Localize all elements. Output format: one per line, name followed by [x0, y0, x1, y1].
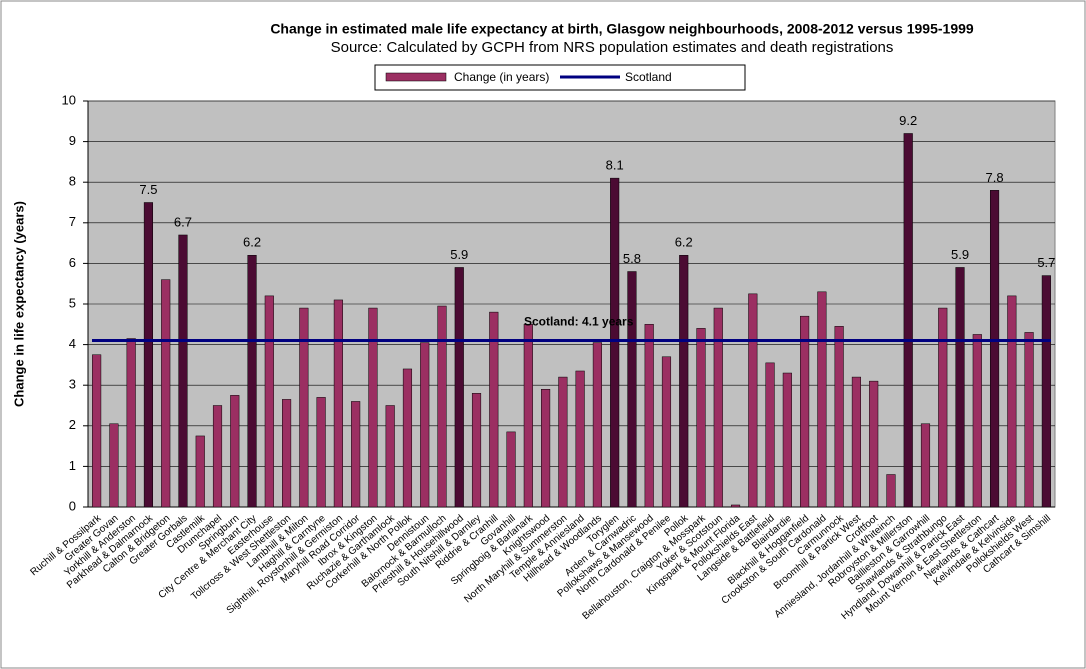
y-axis-label: Change in life expectancy (years) — [11, 201, 26, 407]
bar — [644, 324, 654, 508]
bar — [558, 376, 568, 508]
bar — [385, 405, 395, 508]
bar — [195, 435, 205, 508]
legend-swatch — [385, 72, 447, 82]
bar — [920, 423, 931, 508]
bar — [333, 299, 343, 508]
value-label: 6.2 — [243, 235, 261, 250]
bar — [316, 397, 326, 508]
bar — [989, 190, 1000, 508]
bar — [1041, 275, 1051, 508]
bar — [869, 380, 879, 508]
bar — [782, 372, 792, 508]
bar — [471, 393, 482, 508]
bar — [437, 305, 447, 508]
bar — [817, 291, 827, 508]
y-tick-label: 9 — [69, 133, 76, 148]
bar — [955, 267, 965, 508]
bar — [713, 307, 723, 508]
bar — [92, 354, 102, 508]
value-label: 5.7 — [1037, 255, 1055, 270]
bar — [938, 307, 948, 508]
value-label: 7.8 — [986, 170, 1004, 185]
bar — [851, 376, 861, 508]
bar — [696, 328, 706, 508]
value-label: 8.1 — [606, 158, 624, 173]
reference-annotation: Scotland: 4.1 years — [524, 315, 634, 329]
bar — [178, 234, 188, 508]
bar — [454, 267, 464, 508]
bar — [972, 334, 982, 508]
bar — [143, 202, 154, 508]
bar — [730, 504, 741, 508]
bar — [282, 399, 292, 508]
bar — [541, 389, 551, 508]
bar — [489, 311, 499, 508]
y-tick-label: 6 — [69, 255, 76, 270]
value-label: 6.7 — [174, 214, 192, 229]
y-tick-label: 4 — [69, 336, 76, 351]
bar — [748, 293, 758, 508]
bar — [420, 342, 430, 508]
value-label: 5.9 — [951, 247, 969, 262]
bar — [592, 342, 602, 508]
bar — [368, 307, 378, 508]
bar — [661, 356, 672, 508]
bar — [627, 271, 637, 508]
value-label: 5.9 — [450, 247, 468, 262]
y-tick-label: 3 — [69, 377, 76, 392]
bar — [506, 431, 516, 508]
bar — [903, 133, 913, 508]
value-label: 7.5 — [139, 182, 157, 197]
chart-subtitle: Source: Calculated by GCPH from NRS popu… — [331, 39, 894, 56]
legend-label: Change (in years) — [454, 70, 549, 84]
value-label: 6.2 — [675, 235, 693, 250]
bar — [264, 295, 274, 508]
y-tick-label: 0 — [69, 498, 76, 513]
bar — [523, 324, 533, 508]
y-tick-label: 2 — [69, 417, 76, 432]
chart-title: Change in estimated male life expectancy… — [270, 21, 974, 37]
bar — [834, 326, 844, 508]
bar — [230, 395, 240, 508]
legend-label: Scotland — [625, 70, 672, 84]
bar — [109, 423, 119, 508]
bar — [1007, 295, 1017, 508]
bar — [575, 370, 585, 508]
bar — [161, 279, 171, 508]
y-tick-label: 1 — [69, 458, 76, 473]
y-tick-label: 10 — [62, 92, 76, 107]
y-tick-label: 5 — [69, 295, 76, 310]
bar — [610, 177, 620, 508]
bar — [247, 255, 257, 508]
y-tick-label: 8 — [69, 174, 76, 189]
bar — [299, 307, 309, 508]
value-label: 9.2 — [899, 113, 917, 128]
bar — [679, 255, 689, 508]
bar — [765, 362, 775, 508]
value-label: 5.8 — [623, 251, 641, 266]
bar — [212, 405, 223, 508]
bar — [351, 401, 361, 508]
bar — [126, 338, 136, 508]
bar — [402, 368, 413, 508]
bar — [800, 315, 810, 508]
bar — [886, 474, 896, 508]
y-tick-label: 7 — [69, 214, 76, 229]
bar — [1024, 332, 1034, 508]
